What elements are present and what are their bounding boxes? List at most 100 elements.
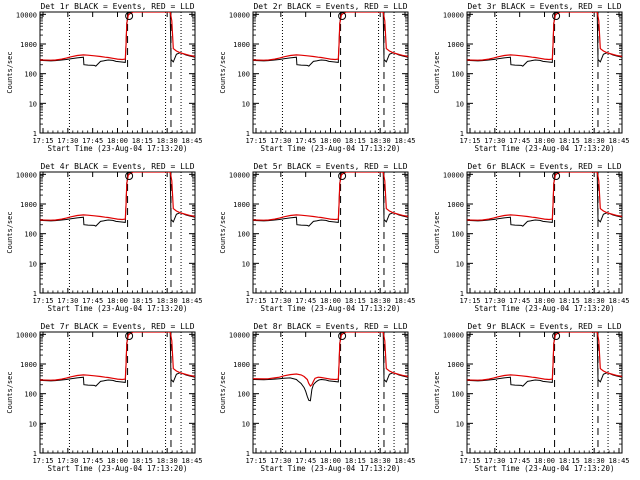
x-tick-label: 18:00 — [320, 137, 341, 145]
series-line-events — [467, 172, 622, 227]
panel-title: Det 2r BLACK = Events, RED = LLD — [253, 2, 407, 11]
x-tick-label: 18:30 — [584, 297, 605, 305]
y-tick-label: 1000 — [20, 361, 37, 369]
x-tick-label: 18:15 — [345, 297, 366, 305]
x-tick-label: 17:30 — [270, 457, 291, 465]
series-line-events — [40, 172, 195, 227]
y-tick-label: 10 — [242, 260, 250, 268]
y-axis-label: Counts/sec — [219, 211, 227, 253]
y-tick-label: 1000 — [20, 201, 37, 209]
y-tick-label: 100 — [237, 391, 250, 399]
series-line-lld — [253, 332, 408, 388]
series-group — [40, 12, 195, 67]
y-tick-label: 1 — [33, 290, 37, 298]
x-tick-label: 17:15 — [245, 457, 266, 465]
y-tick-label: 10 — [29, 260, 37, 268]
y-axis-label: Counts/sec — [6, 371, 14, 413]
panel-det-8: Det 8r BLACK = Events, RED = LLD 1 10 100 10… — [219, 322, 416, 473]
x-tick-label: 18:30 — [370, 297, 391, 305]
x-tick-label: 18:15 — [132, 457, 153, 465]
series-line-lld — [40, 172, 195, 221]
x-tick-label: 18:30 — [584, 137, 605, 145]
x-axis-label: Start Time (23-Aug-04 17:13:20) — [48, 304, 188, 313]
x-tick-label: 18:45 — [608, 137, 629, 145]
y-tick-label: 10 — [456, 100, 464, 108]
time-markers — [68, 332, 182, 453]
x-tick-label: 18:00 — [320, 297, 341, 305]
x-axis-label: Start Time (23-Aug-04 17:13:20) — [261, 464, 401, 473]
series-group — [467, 12, 622, 67]
y-tick-label: 10 — [242, 100, 250, 108]
y-tick-label: 1000 — [233, 361, 250, 369]
panel-title: Det 7r BLACK = Events, RED = LLD — [40, 322, 194, 331]
x-axis-label: Start Time (23-Aug-04 17:13:20) — [261, 304, 401, 313]
x-tick-label: 18:45 — [394, 297, 415, 305]
x-tick-label: 18:15 — [345, 137, 366, 145]
x-axis-label: Start Time (23-Aug-04 17:13:20) — [475, 144, 615, 153]
x-tick-label: 18:00 — [107, 297, 128, 305]
x-axis-label: Start Time (23-Aug-04 17:13:20) — [475, 304, 615, 313]
series-line-lld — [253, 12, 408, 61]
y-axis-label: Counts/sec — [433, 211, 441, 253]
x-tick-label: 18:30 — [157, 297, 178, 305]
y-axis-label: Counts/sec — [433, 371, 441, 413]
time-markers — [281, 12, 395, 133]
x-tick-label: 17:45 — [295, 457, 316, 465]
panel-title: Det 1r BLACK = Events, RED = LLD — [40, 2, 194, 11]
x-tick-label: 18:00 — [320, 457, 341, 465]
y-tick-label: 10000 — [443, 331, 464, 339]
x-tick-label: 18:30 — [584, 457, 605, 465]
x-tick-label: 18:30 — [157, 457, 178, 465]
x-tick-label: 18:30 — [370, 137, 391, 145]
y-tick-label: 10 — [242, 420, 250, 428]
y-tick-label: 10000 — [16, 171, 37, 179]
x-tick-label: 18:45 — [181, 297, 202, 305]
x-tick-label: 18:15 — [559, 137, 580, 145]
x-tick-label: 17:45 — [295, 137, 316, 145]
panel-det-4: Det 4r BLACK = Events, RED = LLD 1 10 100 10… — [6, 162, 203, 313]
panel-title: Det 9r BLACK = Events, RED = LLD — [467, 322, 621, 331]
panel-det-3: Det 3r BLACK = Events, RED = LLD 1 10 100 10… — [433, 2, 630, 153]
y-tick-label: 1 — [246, 290, 250, 298]
series-line-events — [40, 332, 195, 387]
x-tick-label: 17:45 — [295, 297, 316, 305]
panel-det-7: Det 7r BLACK = Events, RED = LLD 1 10 100 10… — [6, 322, 203, 473]
x-tick-label: 17:30 — [270, 137, 291, 145]
series-line-events — [253, 12, 408, 67]
x-tick-label: 18:30 — [370, 457, 391, 465]
y-axis-label: Counts/sec — [433, 51, 441, 93]
x-tick-label: 18:00 — [107, 137, 128, 145]
series-group — [253, 172, 408, 227]
y-axis-label: Counts/sec — [219, 371, 227, 413]
series-group — [253, 332, 408, 402]
y-tick-label: 10 — [456, 260, 464, 268]
x-tick-label: 17:30 — [57, 137, 78, 145]
series-line-lld — [40, 332, 195, 381]
x-tick-label: 18:00 — [534, 457, 555, 465]
x-tick-label: 17:30 — [57, 457, 78, 465]
series-group — [467, 172, 622, 227]
time-markers — [68, 12, 182, 133]
x-tick-label: 18:45 — [181, 137, 202, 145]
panel-title: Det 4r BLACK = Events, RED = LLD — [40, 162, 194, 171]
x-tick-label: 18:00 — [534, 137, 555, 145]
y-tick-label: 100 — [451, 231, 464, 239]
y-tick-label: 100 — [24, 391, 37, 399]
peak-circle-marker — [125, 332, 134, 340]
time-markers — [495, 172, 609, 293]
x-tick-label: 18:45 — [608, 297, 629, 305]
x-tick-label: 17:30 — [484, 457, 505, 465]
x-tick-label: 17:15 — [32, 457, 53, 465]
x-tick-label: 17:15 — [459, 457, 480, 465]
x-tick-label: 18:15 — [132, 297, 153, 305]
y-tick-label: 10 — [29, 100, 37, 108]
y-axis-label: Counts/sec — [219, 51, 227, 93]
y-tick-label: 10000 — [443, 11, 464, 19]
x-tick-label: 18:15 — [132, 137, 153, 145]
y-tick-label: 1 — [460, 450, 464, 458]
series-line-lld — [467, 332, 622, 381]
x-tick-label: 18:45 — [608, 457, 629, 465]
y-tick-label: 1 — [460, 130, 464, 138]
y-tick-label: 10 — [456, 420, 464, 428]
series-line-events — [253, 172, 408, 227]
